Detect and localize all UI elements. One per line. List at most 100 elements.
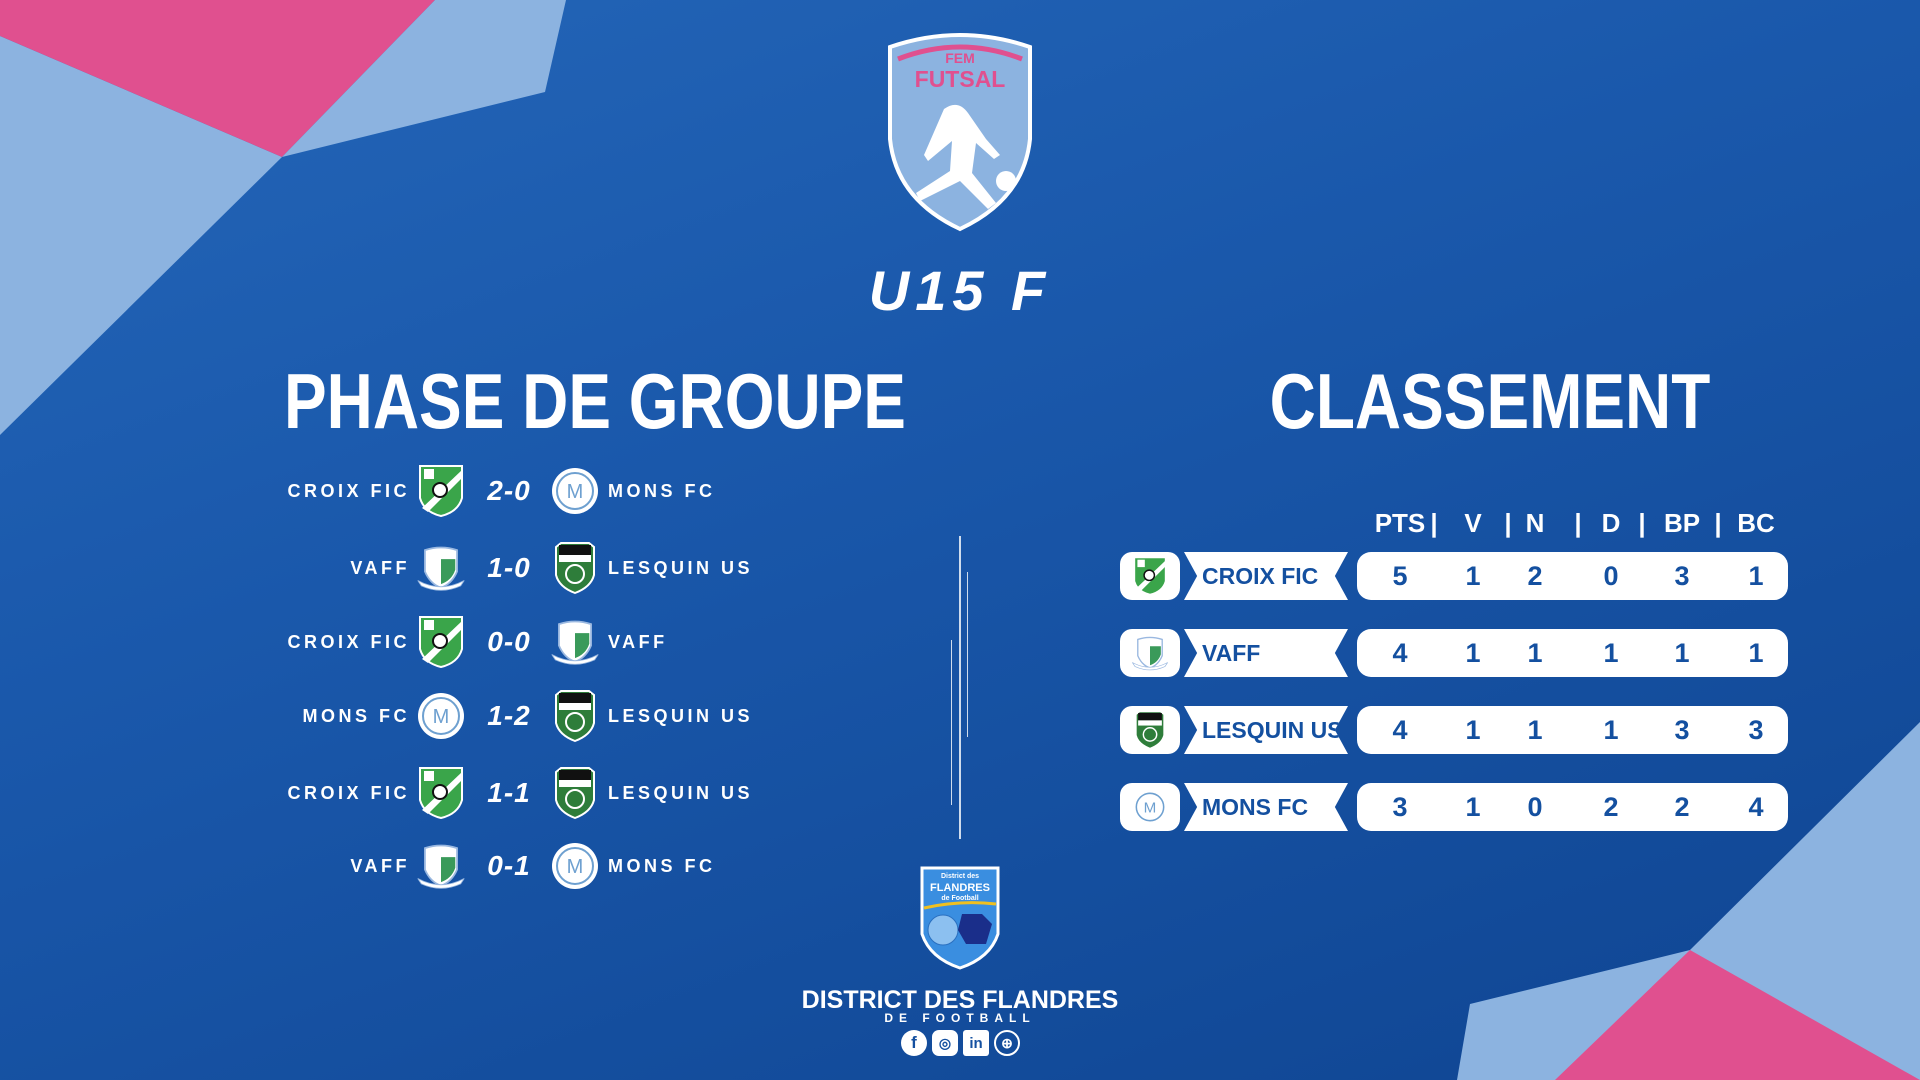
stat-v: 1 [1465, 561, 1481, 591]
center-divider-thin [967, 572, 968, 737]
lesquin-us-crest-icon [1135, 710, 1165, 750]
player-silhouette-icon [916, 104, 1000, 209]
stat-bp: 2 [1674, 792, 1690, 822]
stat-bp: 3 [1674, 561, 1690, 591]
home-team: CROIX FIC [287, 631, 410, 652]
standings-row: M MONS FC 3 1 0 2 2 4 [1120, 783, 1790, 831]
stat-d: 2 [1603, 792, 1619, 822]
bg-shape-lightblue-left [0, 36, 282, 435]
away-team: LESQUIN US [608, 557, 754, 578]
lion-icon [958, 914, 992, 944]
svg-text:FUTSAL: FUTSAL [915, 66, 1006, 92]
team-stats: 4 1 1 1 3 3 [1357, 706, 1788, 754]
district-flandres-logo: District des FLANDRES de Football [920, 866, 1000, 970]
stat-bp: 3 [1674, 715, 1690, 745]
svg-text:M: M [1144, 799, 1157, 816]
center-divider-thin [951, 640, 952, 805]
home-team: CROIX FIC [287, 480, 410, 501]
match-row: CROIX FIC 1-1 LESQUIN US [260, 765, 780, 821]
match-score: 0-1 [487, 850, 531, 881]
stat-pts: 4 [1392, 638, 1408, 668]
website-icon[interactable]: ⊕ [994, 1030, 1020, 1056]
match-score: 1-0 [487, 552, 531, 583]
col-separator: | [1574, 508, 1582, 538]
team-logo [1120, 552, 1180, 600]
mons-fc-crest-icon: M [1132, 789, 1168, 825]
col-bc: BC [1737, 508, 1775, 538]
away-crest [550, 615, 600, 669]
match-score: 2-0 [487, 475, 531, 506]
lesquin-us-crest-icon [555, 767, 595, 820]
group-phase-title: PHASE DE GROUPE [284, 357, 906, 445]
away-crest [550, 541, 600, 595]
stat-n: 1 [1527, 638, 1543, 668]
category-label: U15 F [868, 259, 1052, 322]
team-logo [1120, 706, 1180, 754]
instagram-icon[interactable]: ◎ [932, 1030, 958, 1056]
col-separator: | [1430, 508, 1438, 538]
away-team: LESQUIN US [608, 782, 754, 803]
away-team: VAFF [608, 631, 668, 652]
col-pts: PTS [1374, 508, 1426, 538]
team-stats: 3 1 0 2 2 4 [1357, 783, 1788, 831]
lesquin-us-crest-icon [555, 690, 595, 743]
standings-header: PTS | V | N | D | BP | BC [1360, 508, 1800, 542]
svg-text:de Football: de Football [941, 895, 978, 902]
match-row: MONS FC M 1-2 LESQUIN US [260, 688, 780, 744]
stat-pts: 4 [1392, 715, 1408, 745]
district-name: DISTRICT DES FLANDRES [801, 986, 1119, 1014]
home-crest [416, 766, 466, 820]
stat-d: 1 [1603, 638, 1619, 668]
home-crest [416, 541, 466, 595]
bg-shape-lightblue-bottomright [1457, 722, 1920, 1080]
stat-bp: 1 [1674, 638, 1690, 668]
svg-text:M: M [433, 706, 450, 728]
match-row: VAFF 0-1 M MONS FC [260, 838, 780, 894]
center-divider [959, 536, 961, 839]
team-logo [1120, 629, 1180, 677]
bg-shape-pink-topleft [0, 0, 435, 157]
stat-bc: 4 [1748, 792, 1764, 822]
croix-fic-crest-icon [1133, 556, 1167, 596]
croix-fic-crest-icon [419, 767, 463, 820]
bg-shape-pink-bottomright [1555, 950, 1920, 1080]
home-team: MONS FC [302, 705, 410, 726]
svg-text:FEM: FEM [945, 50, 975, 66]
stat-n: 0 [1527, 792, 1543, 822]
match-score: 0-0 [487, 626, 531, 657]
vaff-crest-icon [1132, 636, 1168, 671]
svg-text:M: M [567, 481, 584, 503]
standings-row: CROIX FIC 5 1 2 0 3 1 [1120, 552, 1790, 600]
linkedin-icon[interactable]: in [963, 1030, 989, 1056]
facebook-icon[interactable]: f [901, 1030, 927, 1056]
col-v: V [1464, 508, 1482, 538]
team-name: CROIX FIC [1184, 552, 1348, 600]
stat-pts: 5 [1392, 561, 1408, 591]
stat-bc: 1 [1748, 561, 1764, 591]
away-team: MONS FC [608, 480, 716, 501]
col-bp: BP [1663, 508, 1701, 538]
col-separator: | [1638, 508, 1646, 538]
home-crest [416, 464, 466, 518]
home-crest [416, 615, 466, 669]
col-d: D [1601, 508, 1621, 538]
mons-fc-crest-icon: M [418, 693, 464, 739]
home-team: CROIX FIC [287, 782, 410, 803]
ball-icon [996, 171, 1016, 191]
col-separator: | [1714, 508, 1722, 538]
home-team: VAFF [350, 557, 410, 578]
away-team: MONS FC [608, 855, 716, 876]
home-crest [416, 839, 466, 893]
stat-n: 2 [1527, 561, 1543, 591]
team-name: MONS FC [1184, 783, 1348, 831]
fem-futsal-logo: FEM FUTSAL [888, 33, 1032, 232]
mons-fc-crest-icon: M [552, 468, 598, 514]
svg-text:District des: District des [941, 873, 979, 880]
stat-pts: 3 [1392, 792, 1408, 822]
standings-row: VAFF 4 1 1 1 1 1 [1120, 629, 1790, 677]
home-team: VAFF [350, 855, 410, 876]
match-row: CROIX FIC 0-0 VAFF [260, 614, 780, 670]
lesquin-us-crest-icon [555, 542, 595, 595]
match-row: CROIX FIC 2-0 M MONS FC [260, 463, 780, 519]
